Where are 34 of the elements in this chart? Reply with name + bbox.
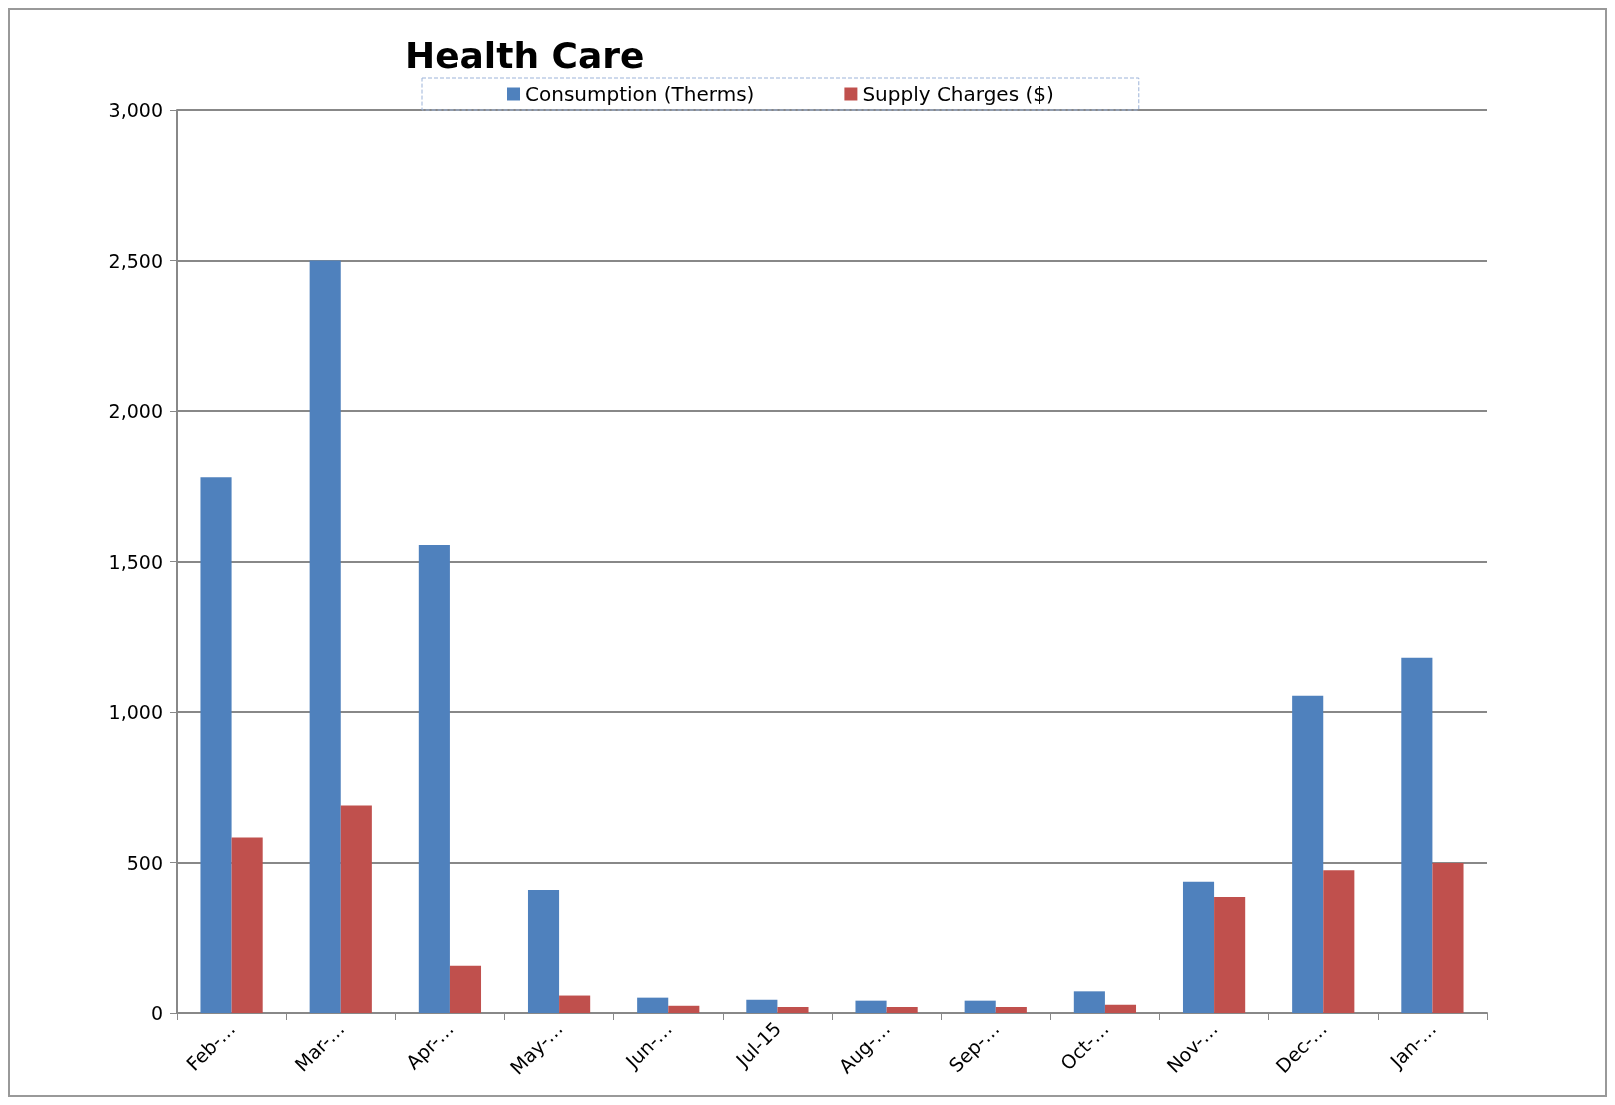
bar	[418, 544, 450, 1013]
y-tick-label: 0	[150, 1002, 163, 1024]
bar	[200, 477, 232, 1013]
bar	[1432, 863, 1464, 1013]
legend-label: Consumption (Therms)	[525, 82, 755, 106]
bar	[559, 995, 591, 1013]
bar	[777, 1006, 809, 1013]
bar	[855, 1000, 887, 1013]
bar	[746, 999, 778, 1013]
bar	[1401, 657, 1433, 1013]
bar	[1323, 870, 1355, 1013]
bar	[637, 997, 669, 1013]
y-tick-label: 2,000	[108, 400, 163, 422]
bar	[1292, 695, 1324, 1013]
bar	[886, 1006, 918, 1013]
bar	[964, 1000, 996, 1013]
bar	[1104, 1004, 1137, 1013]
bar	[668, 1005, 700, 1013]
bar	[309, 260, 341, 1013]
bar	[1182, 881, 1215, 1013]
bar	[340, 805, 372, 1013]
y-tick-label: 2,500	[108, 249, 163, 272]
chart-title: Health Care	[405, 34, 645, 76]
y-tick-label: 500	[126, 851, 163, 874]
bar	[231, 837, 263, 1013]
bar	[527, 889, 560, 1013]
bar	[1214, 897, 1246, 1013]
legend-label: Supply Charges ($)	[862, 82, 1054, 106]
y-tick-label: 1,000	[108, 701, 163, 723]
bar	[1073, 991, 1105, 1013]
bar	[449, 965, 482, 1013]
y-tick-label: 3,000	[108, 99, 163, 121]
y-tick-label: 1,500	[108, 550, 163, 573]
bar	[995, 1006, 1027, 1013]
